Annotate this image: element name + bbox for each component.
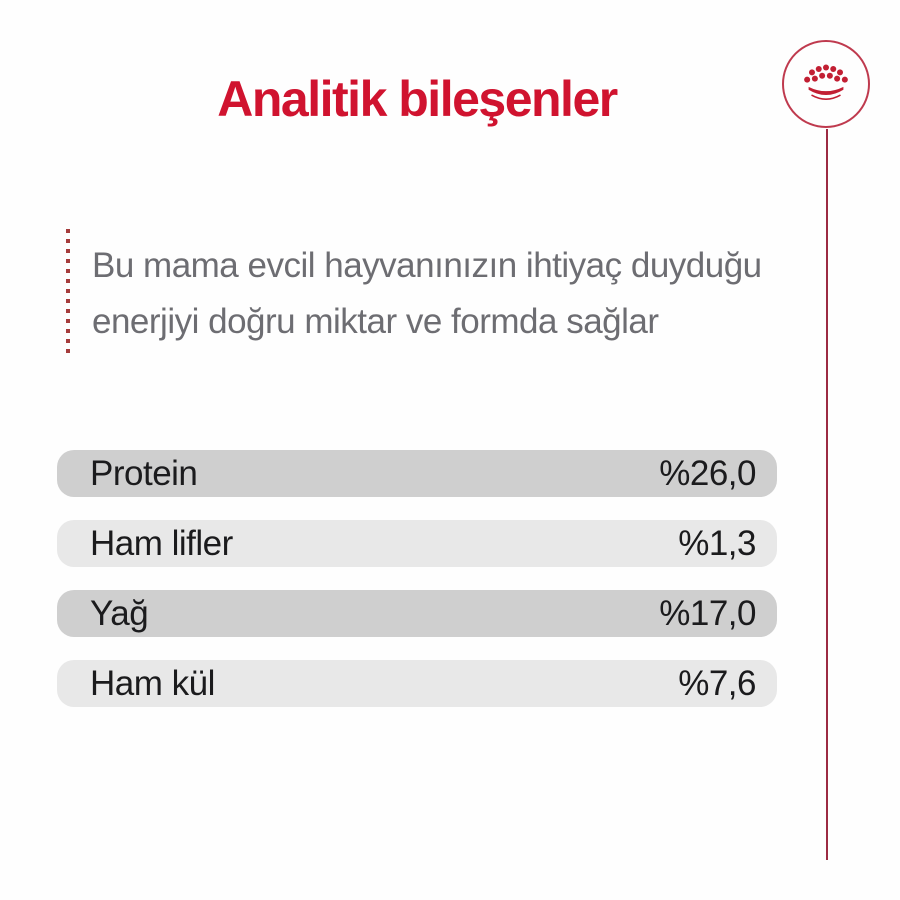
page-title: Analitik bileşenler [217, 71, 618, 127]
row-value: %1,3 [678, 523, 756, 563]
table-row-yag: Yağ %17,0 [57, 590, 777, 637]
description-line-2: enerjiyi doğru miktar ve formda sağlar [92, 302, 659, 341]
row-label: Ham lifler [90, 523, 233, 563]
product-description: Bu mama evcil hayvanınızın ihtiyaç duydu… [92, 238, 762, 350]
royal-canin-crown-icon [797, 59, 855, 110]
row-value: %26,0 [659, 453, 756, 493]
brand-logo-badge [782, 40, 870, 128]
row-value: %7,6 [678, 663, 756, 703]
description-line-1: Bu mama evcil hayvanınızın ihtiyaç duydu… [92, 246, 762, 285]
table-row-ham-lifler: Ham lifler %1,3 [57, 520, 777, 567]
table-row-protein: Protein %26,0 [57, 450, 777, 497]
vertical-accent-line [826, 129, 828, 860]
row-label: Protein [90, 453, 198, 493]
row-label: Yağ [90, 593, 149, 633]
row-value: %17,0 [659, 593, 756, 633]
row-label: Ham kül [90, 663, 215, 703]
table-row-ham-kul: Ham kül %7,6 [57, 660, 777, 707]
dotted-accent-rule [66, 229, 70, 355]
